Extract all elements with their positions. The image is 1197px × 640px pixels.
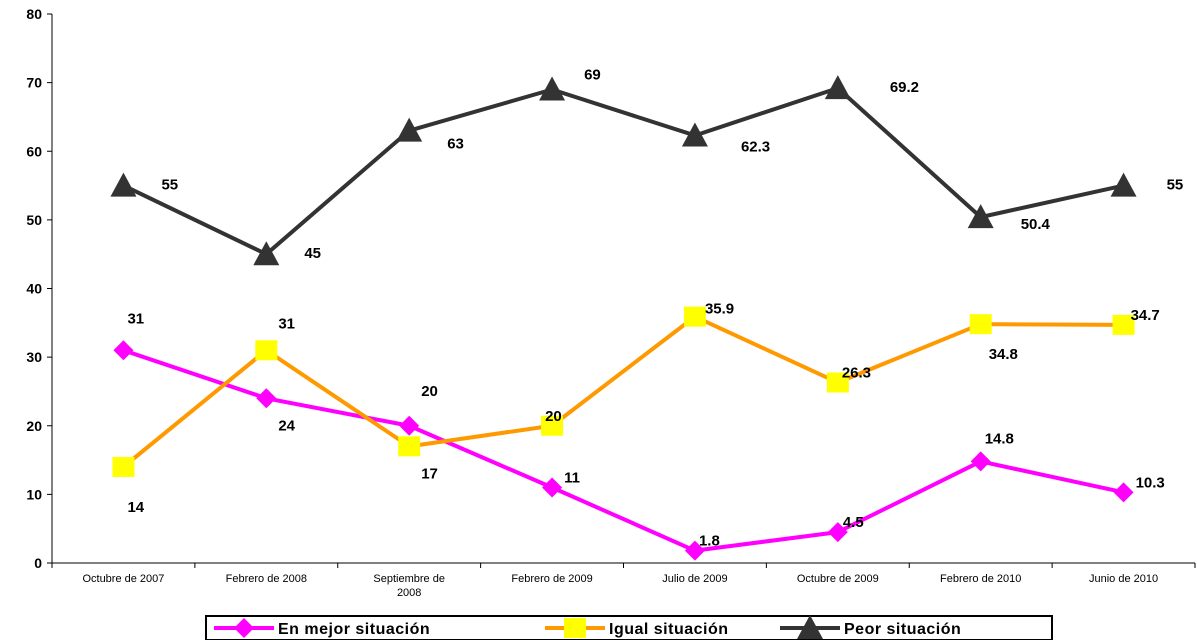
data-label: 20 xyxy=(421,383,438,400)
data-point xyxy=(398,436,421,457)
data-point xyxy=(542,477,563,498)
legend-marker xyxy=(564,618,586,638)
legend-marker xyxy=(234,618,254,638)
legend-label: En mejor situación xyxy=(278,621,430,638)
data-point xyxy=(399,415,420,436)
data-point xyxy=(1112,314,1135,335)
data-point xyxy=(1113,482,1134,503)
legend-item: Igual situación xyxy=(545,618,729,638)
data-point xyxy=(113,340,134,361)
data-point xyxy=(112,456,135,477)
series-2 xyxy=(110,75,1137,266)
y-tick-label: 0 xyxy=(34,555,42,571)
legend: En mejor situación Igual situación Peor si… xyxy=(205,615,1053,640)
data-label: 20 xyxy=(545,408,562,425)
legend-item: En mejor situación xyxy=(214,618,430,638)
data-label: 11 xyxy=(564,470,580,487)
data-label: 24 xyxy=(278,417,295,434)
data-point xyxy=(253,241,280,266)
data-label: 62.3 xyxy=(741,138,770,155)
legend-label: Igual situación xyxy=(609,621,729,638)
x-tick-label: Junio de 2010 xyxy=(1089,573,1158,585)
data-point xyxy=(684,540,705,561)
x-tick-label: Julio de 2009 xyxy=(662,573,727,585)
data-point xyxy=(541,415,564,436)
legend-item: Peor situación xyxy=(780,615,961,639)
data-labels-layer: 31 24 20 11 1.8 4.5 14.8 10.3 14 31 17 20 35.9 26.3 34… xyxy=(127,66,1183,549)
legend-label: Peor situación xyxy=(844,621,961,638)
y-tick-label: 40 xyxy=(26,281,42,297)
x-tick-label: Octubre de 2007 xyxy=(82,573,164,585)
data-label: 31 xyxy=(127,310,144,327)
x-tick-label: Septiembre de 2008 xyxy=(373,573,445,599)
y-tick-label: 60 xyxy=(26,143,42,159)
x-tick-label: Febrero de 2009 xyxy=(511,573,592,585)
data-label: 50.4 xyxy=(1021,216,1051,233)
data-point xyxy=(827,522,848,543)
data-point xyxy=(681,122,708,147)
series-line xyxy=(122,348,1124,553)
series-line xyxy=(122,86,1124,257)
data-point xyxy=(826,372,849,393)
data-label: 45 xyxy=(304,245,321,262)
y-tick-label: 50 xyxy=(26,212,42,228)
series-line xyxy=(122,314,1124,469)
y-tick-label: 80 xyxy=(26,6,42,22)
y-tick-label: 30 xyxy=(26,349,42,365)
data-label: 1.8 xyxy=(699,533,720,550)
chart-axes: 0 10 20 30 40 50 60 70 80 Octubre de 2007 Febrero … xyxy=(26,6,1196,599)
data-label: 14.8 xyxy=(985,430,1014,447)
data-label: 63 xyxy=(447,136,464,153)
data-label: 26.3 xyxy=(842,365,871,382)
y-tick-label: 20 xyxy=(26,418,42,434)
data-label: 69.2 xyxy=(890,79,919,96)
data-label: 4.5 xyxy=(843,514,864,531)
y-tick-label: 70 xyxy=(26,75,42,91)
data-point xyxy=(967,204,994,229)
data-label: 31 xyxy=(278,315,295,332)
data-label: 55 xyxy=(1167,177,1184,194)
x-tick-label: Octubre de 2009 xyxy=(797,573,879,585)
legend-marker xyxy=(797,615,823,639)
data-label: 69 xyxy=(584,66,601,83)
data-point xyxy=(255,340,278,361)
data-point xyxy=(396,117,423,142)
legend-box xyxy=(205,615,1053,640)
data-point xyxy=(970,451,991,472)
data-point xyxy=(969,314,992,335)
x-tick-label: Febrero de 2008 xyxy=(226,573,307,585)
data-point xyxy=(824,75,851,100)
data-label: 14 xyxy=(127,499,144,516)
data-point xyxy=(539,76,566,101)
series-1 xyxy=(112,306,1135,477)
data-point xyxy=(256,388,277,409)
data-point xyxy=(1110,172,1137,197)
data-label: 34.7 xyxy=(1131,307,1160,324)
series-0 xyxy=(113,340,1134,561)
data-label: 35.9 xyxy=(705,301,734,318)
data-label: 10.3 xyxy=(1136,474,1165,491)
y-tick-label: 10 xyxy=(26,486,42,502)
data-point xyxy=(683,306,706,327)
series-layer xyxy=(110,75,1137,561)
data-point xyxy=(110,172,137,197)
data-label: 34.8 xyxy=(989,346,1018,363)
data-label: 17 xyxy=(421,465,438,482)
x-tick-label: Febrero de 2010 xyxy=(940,573,1021,585)
data-label: 55 xyxy=(161,177,178,194)
